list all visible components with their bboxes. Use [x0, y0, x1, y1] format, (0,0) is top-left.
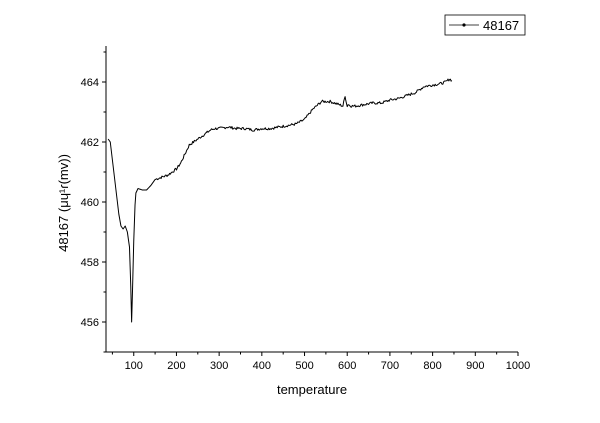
x-tick-label: 400	[253, 360, 271, 372]
axes	[105, 46, 518, 353]
x-axis-title: temperature	[277, 382, 347, 397]
x-tick-label: 200	[167, 360, 185, 372]
x-tick-label: 300	[210, 360, 228, 372]
legend-label: 48167	[483, 18, 519, 33]
y-tick-label: 458	[81, 257, 99, 269]
x-tick-label: 100	[125, 360, 143, 372]
y-ticks: 456 458 460 462 464	[81, 51, 106, 353]
y-axis-title: 48167 (μɥ¹ɾ(mv))	[56, 154, 71, 252]
x-tick-label: 600	[338, 360, 356, 372]
legend: 48167	[444, 14, 526, 36]
series-line-48167	[107, 78, 453, 323]
legend-box	[444, 14, 526, 36]
y-tick-label: 464	[81, 77, 99, 89]
x-tick-label: 700	[381, 360, 399, 372]
legend-marker	[462, 23, 466, 27]
y-tick-label: 456	[81, 317, 99, 329]
y-tick-label: 462	[81, 137, 99, 149]
series-group	[107, 78, 453, 323]
x-tick-label: 900	[466, 360, 484, 372]
x-tick-label: 500	[295, 360, 313, 372]
x-ticks: 100 200 300 400 500 600 700 800 900 1000	[111, 352, 530, 372]
y-tick-label: 460	[81, 197, 99, 209]
x-tick-label: 1000	[506, 360, 530, 372]
x-tick-label: 800	[423, 360, 441, 372]
